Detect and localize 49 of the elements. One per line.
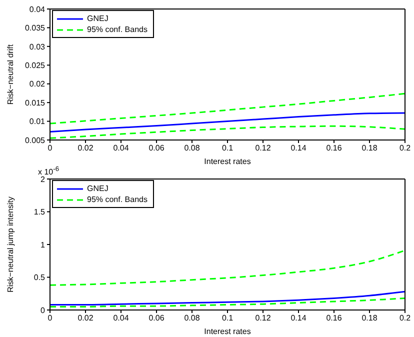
legend-label: GNEJ (87, 184, 108, 193)
legend-label: 95% conf. Bands (87, 195, 148, 204)
line-series (50, 92, 405, 124)
y-tick-label: 0.04 (29, 4, 46, 14)
x-tick-label: 0.14 (290, 314, 307, 323)
x-tick-label: 0.08 (184, 144, 200, 153)
line-series (50, 290, 405, 306)
x-tick-label: 0.02 (78, 144, 94, 153)
x-tick-label: 0.04 (113, 314, 130, 323)
x-tick-label: 0.02 (78, 314, 94, 323)
x-tick-label: 0.18 (362, 314, 378, 323)
x-tick-label: 0.2 (399, 144, 412, 153)
y-tick-label: 0.5 (34, 273, 46, 282)
y-axis-title: Risk−neutral jump intensity (6, 196, 15, 292)
x-tick-label: 0.16 (326, 144, 342, 153)
y-tick-label: 0.01 (29, 117, 46, 126)
y-tick-label: 0.015 (24, 98, 46, 108)
x-tick-label: 0.2 (399, 314, 412, 323)
legend-label: 95% conf. Bands (87, 25, 148, 34)
y-tick-label: 0 (40, 306, 46, 315)
x-tick-label: 0 (48, 314, 53, 323)
x-tick-label: 0 (48, 144, 53, 153)
x-tick-label: 0.14 (290, 144, 307, 153)
x-tick-label: 0.1 (222, 144, 234, 153)
y-tick-label: 0.035 (24, 24, 46, 33)
y-tick-label: 2 (40, 174, 46, 184)
y-tick-label: 1 (40, 240, 46, 250)
x-tick-label: 0.04 (113, 144, 130, 153)
y-axis-title: Risk−neutral drift (6, 44, 15, 105)
x-axis-title: Interest rates (204, 327, 251, 336)
legend-label: GNEJ (87, 14, 108, 23)
x-tick-label: 0.12 (255, 144, 272, 153)
line-series (50, 250, 405, 286)
y-tick-label: 0.005 (24, 136, 46, 145)
x-tick-label: 0.1 (222, 314, 234, 323)
text: x 10$^{-6}$ (38, 166, 60, 177)
y-tick-label: 1.5 (34, 208, 46, 217)
y-tick-label: 0.025 (24, 60, 46, 70)
line-series (50, 112, 405, 133)
x-tick-label: 0.06 (148, 314, 165, 323)
x-tick-label: 0.08 (184, 314, 200, 323)
y-tick-label: 0.02 (29, 80, 46, 89)
line-series (50, 297, 405, 308)
y-tick-label: 0.03 (29, 42, 46, 52)
x-tick-label: 0.16 (326, 314, 342, 323)
x-axis-title: Interest rates (204, 157, 251, 166)
x-tick-label: 0.12 (255, 314, 272, 323)
x-tick-label: 0.06 (148, 144, 165, 153)
x-tick-label: 0.18 (362, 144, 378, 153)
